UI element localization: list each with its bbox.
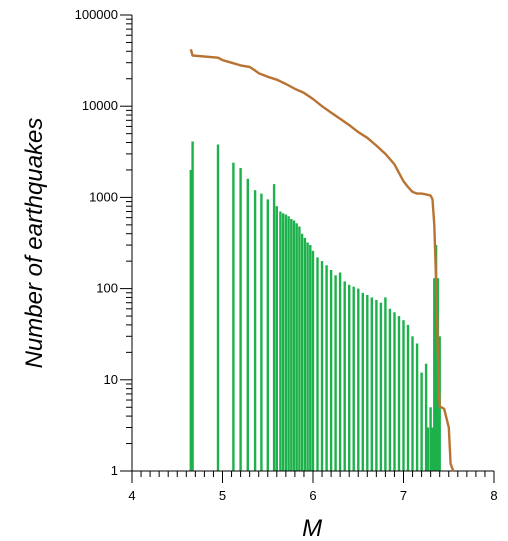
y-tick-label: 100: [96, 281, 118, 296]
histogram-bar: [292, 220, 296, 471]
y-tick-label: 1: [111, 463, 118, 478]
histogram-bar: [309, 245, 312, 471]
histogram-bar: [429, 407, 432, 471]
x-tick-label: 8: [490, 488, 497, 503]
histogram-bar: [300, 233, 304, 471]
histogram-bar: [189, 169, 192, 471]
histogram-bar: [434, 245, 438, 471]
histogram-bar: [366, 295, 369, 471]
axis-ticks: 1 10 100 1000 10000 100000 4 5 6 7 8: [75, 7, 498, 503]
histogram-bar: [246, 178, 249, 472]
histogram-bar: [338, 272, 342, 471]
histogram-bar: [239, 168, 242, 471]
histogram-bar: [281, 213, 285, 472]
histogram-bar: [316, 257, 319, 471]
y-tick-label: 100000: [75, 7, 118, 22]
histogram-bar: [287, 216, 290, 471]
histogram-bar: [343, 281, 346, 471]
histogram-bar: [329, 270, 333, 471]
histogram-bar: [311, 250, 315, 471]
histogram-bar: [334, 275, 337, 471]
histogram-bar: [232, 162, 235, 471]
histogram-bar: [303, 237, 307, 471]
histogram-bar: [411, 336, 414, 471]
histogram-bar: [298, 226, 301, 471]
histogram-bar: [284, 214, 288, 471]
histogram-bar: [348, 284, 351, 471]
histogram-bar: [424, 363, 428, 471]
x-tick-label: 7: [400, 488, 407, 503]
histogram-bar: [275, 206, 278, 471]
histogram-bar: [325, 265, 328, 471]
y-tick-label: 10: [104, 372, 118, 387]
histogram-bars: [189, 141, 441, 472]
x-axis-title: M: [302, 515, 322, 541]
histogram-bar: [253, 190, 257, 471]
x-tick-label: 6: [309, 488, 316, 503]
histogram-bar: [393, 312, 396, 471]
histogram-bar: [426, 427, 430, 471]
histogram-bar: [406, 324, 410, 471]
histogram-bar: [415, 343, 419, 471]
histogram-bar: [290, 219, 293, 471]
histogram-bar: [397, 316, 401, 471]
y-tick-label: 1000: [89, 189, 118, 204]
x-tick-label: 5: [219, 488, 226, 503]
histogram-bar: [216, 144, 220, 471]
histogram-bar: [266, 199, 269, 471]
histogram-bar: [272, 184, 276, 471]
histogram-bar: [260, 193, 263, 471]
histogram-bar: [384, 297, 387, 471]
histogram-bar: [379, 302, 383, 471]
histogram-bar: [420, 372, 423, 471]
cumulative-line-layer: [189, 49, 455, 472]
x-tick-label: 4: [128, 488, 135, 503]
histogram-bar: [279, 211, 282, 471]
histogram-bar: [433, 278, 436, 471]
y-tick-label: 10000: [82, 98, 118, 113]
histogram-bar: [320, 261, 324, 471]
histogram-bar: [295, 223, 298, 471]
histogram-bar: [431, 427, 434, 471]
histogram-bar: [375, 300, 378, 471]
histogram-bar: [306, 242, 309, 471]
histogram-bar: [191, 141, 194, 471]
histogram-bar: [402, 320, 405, 471]
histogram-bar: [370, 297, 373, 471]
histogram-bar: [357, 288, 360, 471]
histogram-bar: [352, 286, 355, 471]
histogram-bar: [361, 292, 364, 471]
histogram-bar: [388, 308, 392, 471]
cumulative-line: [189, 49, 455, 472]
y-axis-title: Number of earthquakes: [21, 118, 48, 369]
